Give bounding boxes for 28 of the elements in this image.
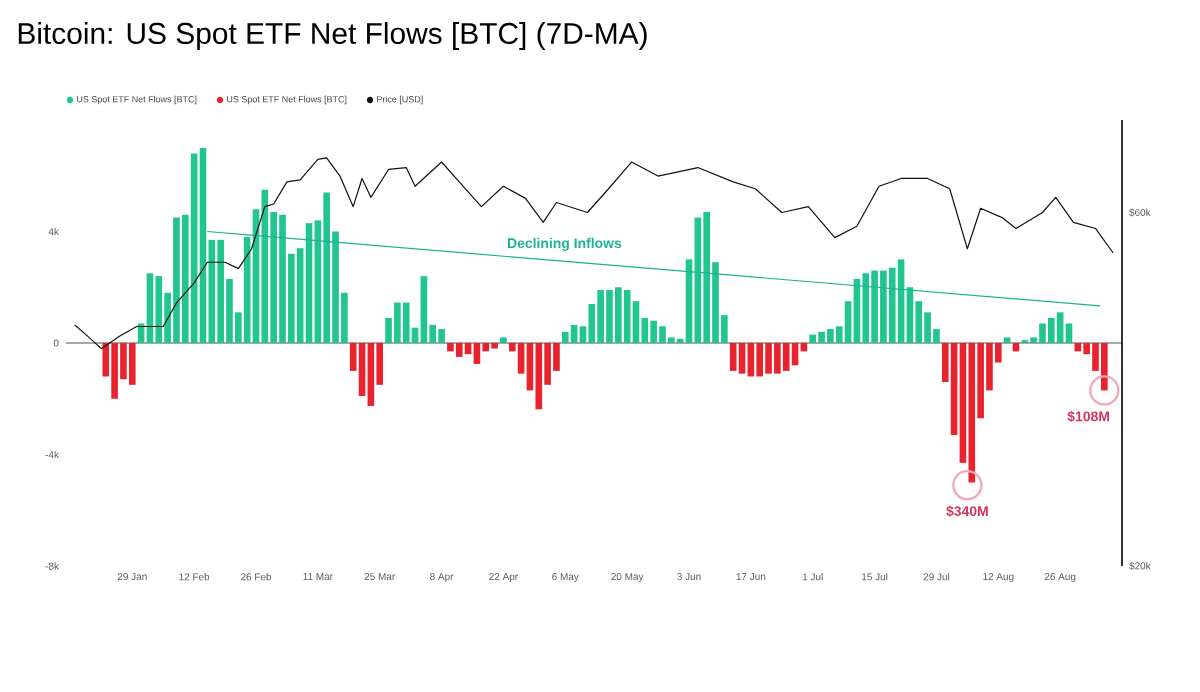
bar — [535, 343, 543, 410]
bar — [1003, 337, 1011, 344]
bar — [968, 343, 976, 483]
bar — [623, 290, 631, 344]
bar — [862, 273, 870, 344]
bar — [146, 273, 154, 344]
bar — [402, 302, 410, 344]
bar — [888, 267, 896, 344]
bar — [756, 343, 764, 377]
bar — [897, 259, 905, 344]
bar — [738, 343, 746, 374]
chart-title: Bitcoin: US Spot ETF Net Flows [BTC] (7D-MA) — [18, 22, 647, 50]
bar — [367, 343, 375, 406]
bar — [420, 276, 428, 344]
bar — [561, 331, 569, 344]
bar — [473, 343, 481, 364]
bar — [128, 343, 136, 385]
bar — [190, 153, 198, 344]
bar — [455, 343, 463, 357]
bar — [782, 343, 790, 371]
bar — [570, 324, 578, 344]
bar — [155, 276, 163, 344]
bar — [614, 287, 622, 344]
bar — [809, 334, 817, 344]
bar — [729, 343, 737, 371]
bar — [305, 223, 313, 344]
bar — [500, 337, 507, 344]
bar — [1056, 312, 1064, 344]
